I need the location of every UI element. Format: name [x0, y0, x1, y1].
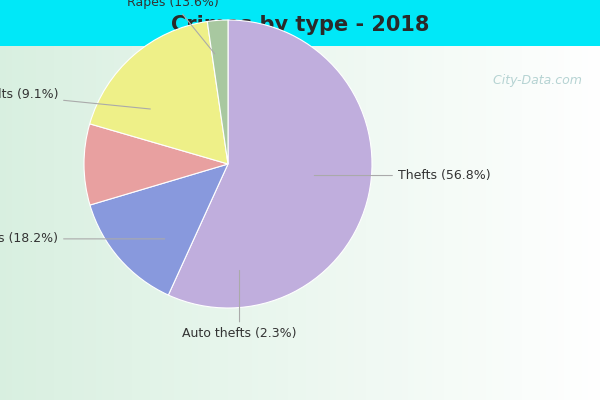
Text: Rapes (13.6%): Rapes (13.6%) — [127, 0, 219, 54]
Text: Crimes by type - 2018: Crimes by type - 2018 — [171, 15, 429, 35]
Wedge shape — [84, 124, 228, 205]
Text: Assaults (9.1%): Assaults (9.1%) — [0, 88, 151, 109]
Wedge shape — [207, 20, 228, 164]
Text: Thefts (56.8%): Thefts (56.8%) — [314, 169, 491, 182]
Text: City-Data.com: City-Data.com — [485, 74, 582, 87]
Wedge shape — [90, 22, 228, 164]
Text: Auto thefts (2.3%): Auto thefts (2.3%) — [182, 270, 297, 340]
Wedge shape — [90, 164, 228, 295]
Wedge shape — [169, 20, 372, 308]
Text: Burglaries (18.2%): Burglaries (18.2%) — [0, 232, 165, 245]
